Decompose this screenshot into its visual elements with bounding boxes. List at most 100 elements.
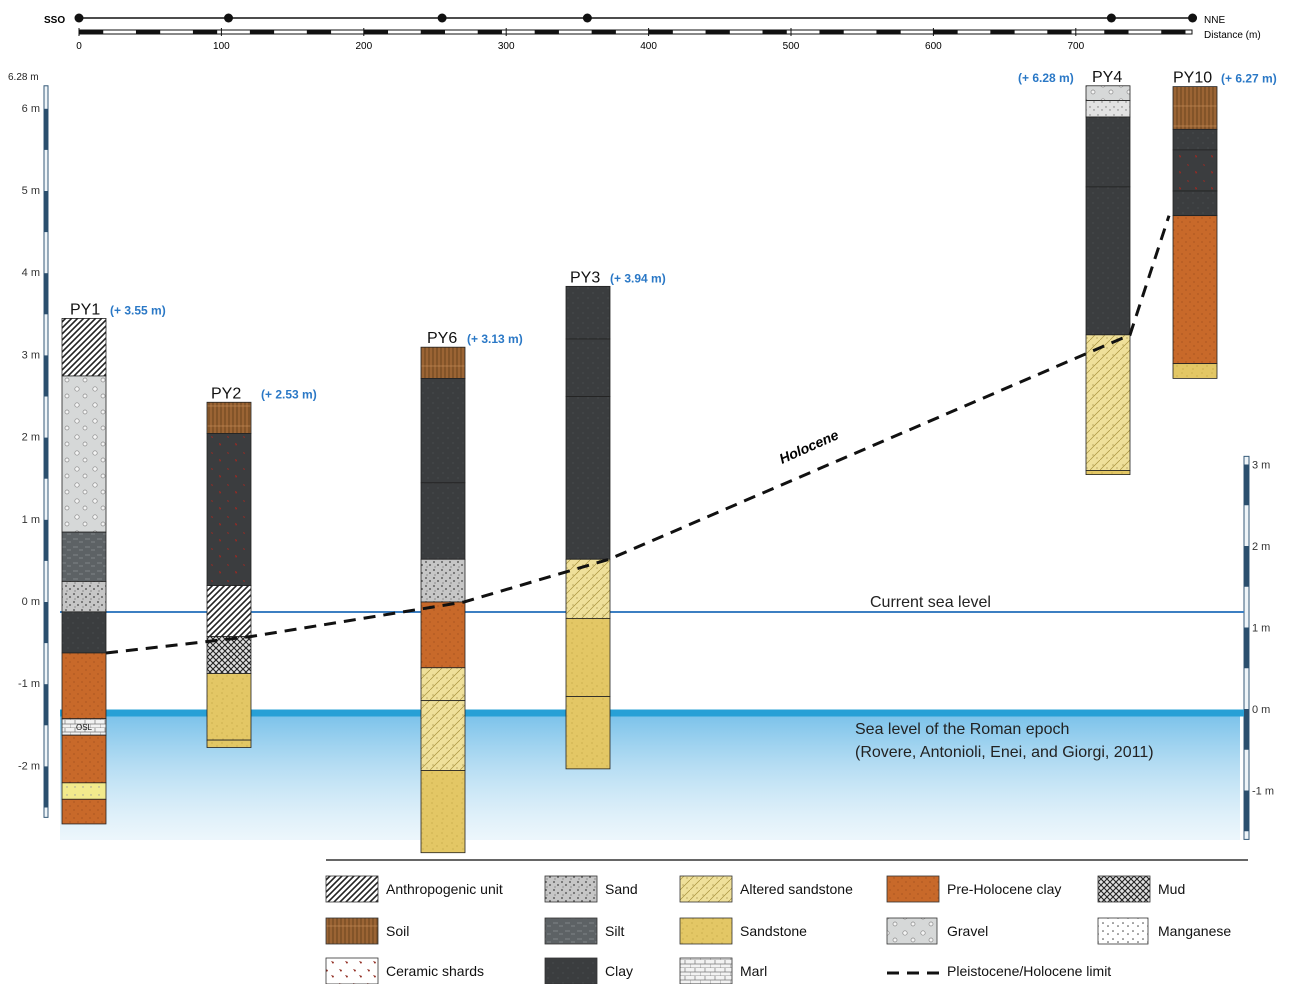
- legend-item-marl: Marl: [679, 957, 767, 984]
- right-scale-segment: [1244, 546, 1249, 587]
- left-scale-label: -1 m: [18, 678, 40, 690]
- core-unit-sandstone: [565, 618, 611, 697]
- core-unit-pre-holocene-clay: [1172, 215, 1218, 365]
- left-scale-segment: [44, 191, 48, 233]
- core-unit-silt: [61, 531, 107, 582]
- core-unit-sandstone: [420, 770, 466, 854]
- core-elevation-label: (+ 3.13 m): [467, 332, 523, 346]
- current-sea-level-label: Current sea level: [870, 594, 991, 611]
- right-scale-segment: [1244, 790, 1249, 832]
- scale-bar-segment: [534, 30, 559, 34]
- right-scale-label: -1 m: [1252, 786, 1274, 798]
- scale-bar-segment: [819, 30, 844, 34]
- legend-swatch: [325, 957, 379, 984]
- core-py2: PY2 (+ 2.53 m): [206, 385, 317, 748]
- legend-item-mud: Mud: [1097, 875, 1185, 903]
- core-unit-soil: [1172, 86, 1218, 130]
- core-unit-ceramic-clay: [1172, 149, 1218, 192]
- right-elevation-scale: 3 m 2 m 1 m 0 m -1 m: [1243, 455, 1274, 840]
- distance-tick-label: 300: [498, 41, 515, 52]
- core-py10: PY10 (+ 6.27 m): [1172, 70, 1277, 379]
- core-unit-clay: [1085, 116, 1131, 188]
- legend-label: Marl: [740, 963, 767, 979]
- scale-bar-segment: [705, 30, 730, 34]
- left-scale-segment: [44, 684, 48, 726]
- scale-bar-segment: [1104, 30, 1129, 34]
- legend-item-gravel: Gravel: [886, 917, 988, 945]
- core-py4: PY4 (+ 6.28 m): [1018, 69, 1131, 475]
- scale-bar-segment: [79, 30, 104, 34]
- core-unit-clay: [565, 285, 611, 340]
- legend-item-sandstone: Sandstone: [679, 917, 807, 945]
- legend-item-sand: Sand: [544, 875, 638, 903]
- scale-bar-segment: [192, 30, 218, 34]
- right-scale-label: 3 m: [1252, 460, 1270, 472]
- sso-label: SSO: [44, 15, 65, 26]
- core-unit-sandstone: [206, 673, 252, 741]
- core-id-label: PY2: [211, 385, 241, 402]
- roman-sea-level-label: Sea level of the Roman epoch: [855, 721, 1069, 738]
- left-scale-segment: [44, 602, 48, 644]
- right-scale-label: 1 m: [1252, 623, 1270, 635]
- right-scale-segment: [1244, 709, 1249, 750]
- legend-label: Mud: [1158, 881, 1185, 897]
- legend-label: Gravel: [947, 923, 988, 939]
- scale-bar-segment: [933, 30, 958, 34]
- distance-tick-label: 0: [76, 41, 82, 52]
- core-unit-clay: [1085, 186, 1131, 336]
- scale-bar-segment: [135, 30, 161, 34]
- core-elevation-label: (+ 2.53 m): [261, 387, 317, 401]
- core-unit-gravel: [1085, 85, 1131, 101]
- distance-tick-label: 100: [213, 41, 230, 52]
- left-scale-segment: [44, 108, 48, 150]
- core-elevation-label: (+ 3.94 m): [610, 271, 666, 285]
- legend-item-soil: Soil: [325, 917, 409, 945]
- legend-swatch: [325, 875, 379, 903]
- legend-label: Altered sandstone: [740, 881, 853, 897]
- legend-swatch: [1097, 917, 1149, 945]
- scale-bar-segment: [1161, 30, 1186, 34]
- legend-label: Soil: [386, 923, 409, 939]
- left-scale-label: 4 m: [22, 267, 40, 279]
- left-scale-label: 3 m: [22, 349, 40, 361]
- left-scale-segment: [44, 437, 48, 479]
- roman-sea-water: [60, 715, 1240, 840]
- core-unit-altered-sandstone: [565, 558, 611, 619]
- core-unit-clay: [420, 378, 466, 484]
- core-location-marker: [224, 13, 234, 23]
- legend-swatch: [886, 917, 938, 945]
- legend-swatch: [544, 875, 598, 903]
- left-elevation-scale: 6.28 m 6 m 5 m 4 m 3 m 2 m 1 m 0 m -1 m -2 m: [8, 72, 49, 818]
- holocene-label: Holocene: [777, 426, 841, 466]
- legend-swatch: [544, 917, 598, 945]
- legend-swatch: [325, 917, 379, 945]
- core-unit-pre-holocene-clay: [420, 601, 466, 669]
- legend-item-manganese: Manganese: [1097, 917, 1231, 945]
- left-scale-label: 5 m: [22, 185, 40, 197]
- legend-label: Clay: [605, 963, 633, 979]
- distance-tick-label: 700: [1067, 41, 1084, 52]
- core-unit-sand: [61, 581, 107, 613]
- core-id-label: PY4: [1092, 69, 1122, 86]
- core-elevation-label: (+ 3.55 m): [110, 303, 166, 317]
- scale-bar-segment: [876, 30, 901, 34]
- distance-unit-label: Distance (m): [1204, 30, 1261, 41]
- scale-bar-segment: [363, 30, 389, 34]
- core-py6: PY6 (+ 3.13 m): [420, 330, 523, 854]
- osl-sample-label: OSL: [76, 723, 93, 732]
- core-unit-sandstone: [1085, 470, 1131, 475]
- left-scale-segment: [44, 766, 48, 808]
- pleistocene-holocene-limit-line: [105, 215, 1171, 655]
- right-scale-label: 0 m: [1252, 704, 1270, 716]
- left-scale-label: -2 m: [18, 760, 40, 772]
- core-unit-clay: [565, 338, 611, 397]
- right-scale-segment: [1244, 464, 1249, 506]
- core-unit-altered-sandstone: [1085, 334, 1131, 471]
- legend-label: Ceramic shards: [386, 963, 484, 979]
- left-scale-top-label: 6.28 m: [8, 72, 39, 83]
- core-location-marker: [437, 13, 447, 23]
- scale-bar-segment: [591, 30, 616, 34]
- core-unit-soil: [206, 401, 252, 434]
- distance-tick-label: 500: [783, 41, 800, 52]
- core-unit-pre-holocene-clay: [61, 652, 107, 720]
